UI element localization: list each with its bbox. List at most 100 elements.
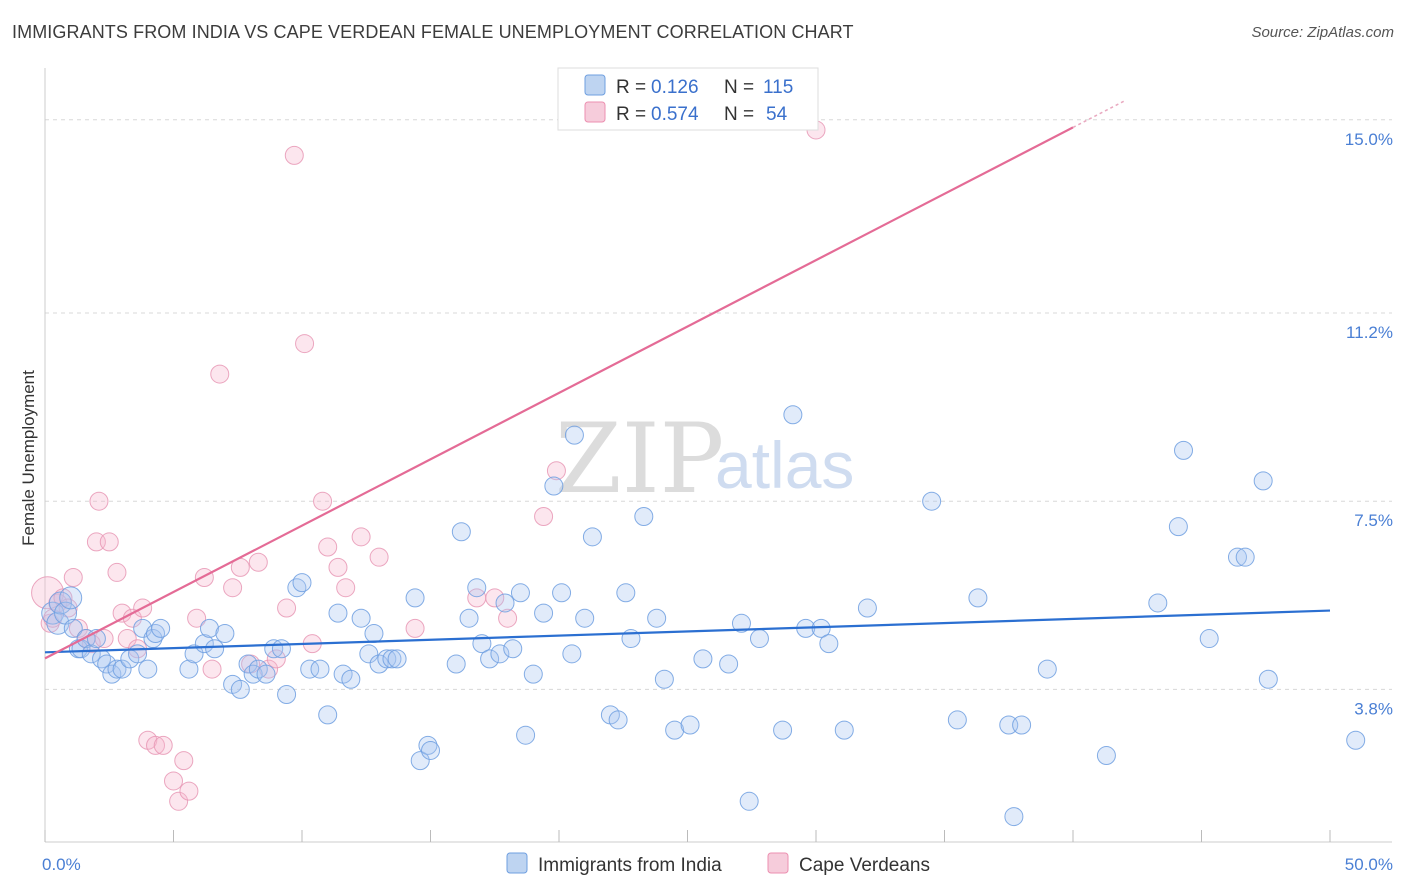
bottom-legend-label-india: Immigrants from India: [538, 855, 722, 876]
point-immigrants-from-india: [922, 491, 942, 511]
point-cape-verdeans: [328, 557, 348, 577]
point-immigrants-from-india: [503, 639, 523, 659]
point-immigrants-from-india: [616, 583, 636, 603]
series-cape-verdeans: [31, 120, 826, 811]
point-immigrants-from-india: [1012, 715, 1032, 735]
point-cape-verdeans: [187, 608, 207, 628]
point-immigrants-from-india: [405, 588, 425, 608]
point-cape-verdeans: [146, 735, 166, 755]
point-cape-verdeans: [485, 588, 505, 608]
point-immigrants-from-india: [446, 654, 466, 674]
point-immigrants-from-india: [451, 522, 471, 542]
point-immigrants-from-india: [495, 593, 515, 613]
point-immigrants-from-india: [1148, 593, 1168, 613]
point-immigrants-from-india: [1168, 517, 1188, 537]
legend-r-value: 0.574: [651, 104, 699, 125]
trend-line-cape-verdeans-extension: [1072, 100, 1125, 129]
point-immigrants-from-india: [783, 405, 803, 425]
point-immigrants-from-india: [749, 629, 769, 649]
point-immigrants-from-india: [418, 735, 438, 755]
point-immigrants-from-india: [1199, 629, 1219, 649]
point-immigrants-from-india: [680, 715, 700, 735]
axes: [44, 68, 1392, 843]
point-immigrants-from-india: [146, 623, 166, 643]
bottom-legend-swatch-pink: [767, 852, 789, 874]
point-immigrants-from-india: [107, 659, 127, 679]
point-immigrants-from-india: [102, 664, 122, 684]
legend-r-label: R =: [616, 77, 646, 98]
point-immigrants-from-india: [693, 649, 713, 669]
point-cape-verdeans: [194, 568, 214, 588]
point-immigrants-from-india: [199, 618, 219, 638]
y-tick-labels: 3.8% 7.5% 11.2% 15.0%: [1345, 130, 1393, 719]
point-cape-verdeans: [223, 578, 243, 598]
point-immigrants-from-india: [138, 659, 158, 679]
point-cape-verdeans: [210, 364, 230, 384]
point-immigrants-from-india: [230, 679, 250, 699]
legend-box: [557, 67, 819, 131]
point-cape-verdeans: [40, 613, 60, 633]
point-immigrants-from-india: [739, 791, 759, 811]
point-immigrants-from-india: [459, 608, 479, 628]
point-cape-verdeans: [179, 781, 199, 801]
point-immigrants-from-india: [834, 720, 854, 740]
point-immigrants-from-india: [341, 669, 361, 689]
point-immigrants-from-india: [654, 669, 674, 689]
point-immigrants-from-india: [968, 588, 988, 608]
point-immigrants-from-india: [773, 720, 793, 740]
point-immigrants-from-india: [277, 685, 297, 705]
point-cape-verdeans: [498, 608, 518, 628]
point-cape-verdeans: [169, 791, 189, 811]
point-cape-verdeans: [117, 629, 137, 649]
watermark-zip: ZIP: [555, 403, 724, 515]
source-label: Source: ZipAtlas.com: [1251, 24, 1394, 41]
point-immigrants-from-india: [1096, 746, 1116, 766]
x-tick-label: 0.0%: [42, 855, 81, 874]
point-cape-verdeans: [546, 461, 566, 481]
point-immigrants-from-india: [552, 583, 572, 603]
point-cape-verdeans: [277, 598, 297, 618]
legend-n-value: 115: [763, 77, 793, 98]
watermark: ZIP atlas: [555, 403, 854, 515]
point-immigrants-from-india: [151, 618, 171, 638]
point-immigrants-from-india: [947, 710, 967, 730]
point-immigrants-from-india: [351, 608, 371, 628]
x-tick-labels: 0.0% 50.0%: [42, 855, 1393, 874]
point-immigrants-from-india: [328, 603, 348, 623]
point-cape-verdeans: [63, 568, 83, 588]
point-immigrants-from-india: [1037, 659, 1057, 679]
point-cape-verdeans: [284, 145, 304, 165]
point-immigrants-from-india: [1258, 669, 1278, 689]
point-immigrants-from-india: [819, 634, 839, 654]
point-immigrants-from-india: [97, 654, 117, 674]
grid-lines: [45, 119, 1392, 690]
point-immigrants-from-india: [387, 649, 407, 669]
point-cape-verdeans: [107, 562, 127, 582]
legend: R = 0.126 N = 115 R = 0.574 N = 54: [557, 67, 819, 131]
y-tick-label: 11.2%: [1346, 323, 1393, 342]
point-immigrants-from-india: [112, 659, 132, 679]
point-immigrants-from-india: [184, 644, 204, 664]
point-immigrants-from-india: [544, 476, 564, 496]
y-tick-label: 3.8%: [1354, 699, 1393, 718]
point-immigrants-from-india: [523, 664, 543, 684]
legend-swatch-blue: [584, 74, 606, 96]
point-cape-verdeans: [99, 532, 119, 552]
point-immigrants-from-india: [81, 644, 101, 664]
point-immigrants-from-india: [1004, 807, 1024, 827]
point-immigrants-from-india: [534, 603, 554, 623]
trend-line-immigrants-from-india: [44, 609, 1331, 654]
point-immigrants-from-india: [410, 751, 430, 771]
point-immigrants-from-india: [421, 740, 440, 760]
point-immigrants-from-india: [575, 608, 595, 628]
point-immigrants-from-india: [271, 639, 291, 659]
point-immigrants-from-india: [665, 720, 685, 740]
point-cape-verdeans: [164, 771, 183, 791]
point-immigrants-from-india: [857, 598, 877, 618]
point-immigrants-from-india: [1346, 730, 1366, 750]
point-immigrants-from-india: [582, 527, 602, 547]
point-cape-verdeans: [153, 735, 173, 755]
point-immigrants-from-india: [719, 654, 739, 674]
point-immigrants-from-india: [1253, 471, 1273, 491]
